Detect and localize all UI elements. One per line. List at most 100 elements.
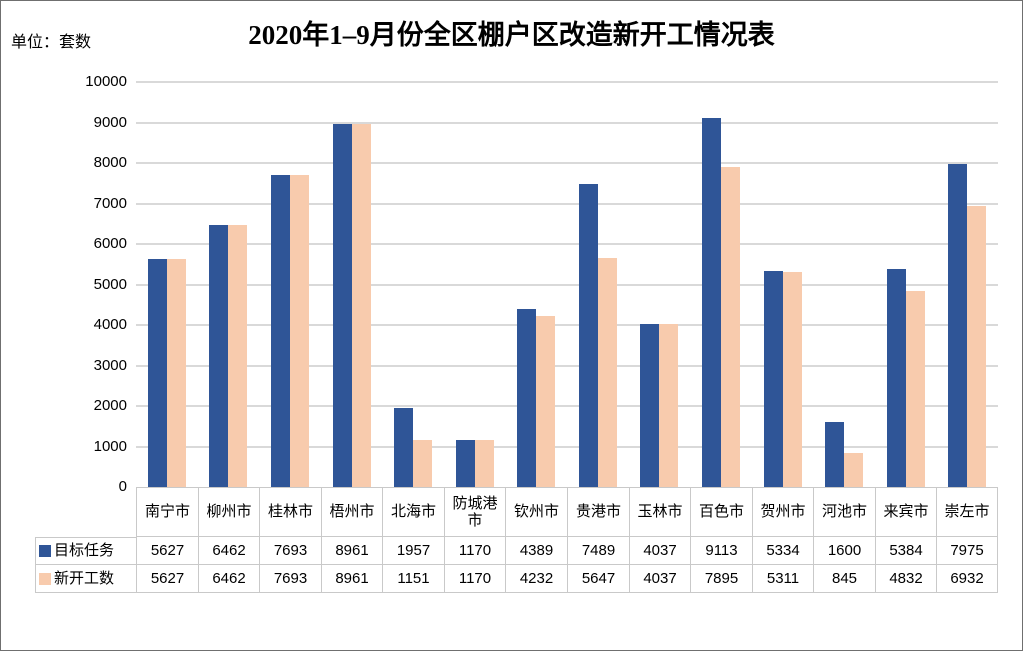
bar-新开工数-玉林市 [659, 324, 679, 487]
y-tick-label: 1000 [93, 437, 127, 455]
value-cell-目标任务-贺州市: 5334 [752, 537, 813, 565]
value-cell-目标任务-玉林市: 4037 [629, 537, 690, 565]
category-label: 桂林市 [259, 487, 321, 537]
value-cell-新开工数-北海市: 1151 [382, 565, 444, 593]
bar-目标任务-河池市 [825, 422, 845, 487]
value-cell-目标任务-桂林市: 7693 [259, 537, 321, 565]
bar-新开工数-百色市 [720, 167, 740, 487]
legend-label: 目标任务 [54, 542, 115, 560]
bar-新开工数-贺州市 [782, 272, 802, 487]
legend-item-新开工数: 新开工数 [35, 565, 136, 593]
category-label: 河池市 [813, 487, 875, 537]
gridline [136, 162, 998, 164]
bar-新开工数-北海市 [413, 440, 433, 487]
value-cell-新开工数-柳州市: 6462 [198, 565, 259, 593]
bar-目标任务-崇左市 [948, 164, 968, 487]
value-cell-新开工数-桂林市: 7693 [259, 565, 321, 593]
bar-目标任务-南宁市 [147, 259, 167, 487]
value-cell-目标任务-来宾市: 5384 [875, 537, 936, 565]
value-cell-新开工数-贺州市: 5311 [752, 565, 813, 593]
bar-新开工数-桂林市 [289, 175, 309, 487]
category-label: 钦州市 [505, 487, 567, 537]
bar-目标任务-梧州市 [332, 124, 352, 487]
value-cell-目标任务-崇左市: 7975 [936, 537, 998, 565]
value-cell-新开工数-百色市: 7895 [690, 565, 752, 593]
category-label: 玉林市 [629, 487, 690, 537]
bar-目标任务-百色市 [701, 118, 721, 487]
bar-新开工数-贵港市 [597, 258, 617, 487]
category-label: 来宾市 [875, 487, 936, 537]
bar-目标任务-贵港市 [578, 184, 598, 487]
value-cell-新开工数-钦州市: 4232 [505, 565, 567, 593]
value-cell-目标任务-百色市: 9113 [690, 537, 752, 565]
value-cell-目标任务-梧州市: 8961 [321, 537, 382, 565]
bar-新开工数-来宾市 [905, 291, 925, 487]
value-cell-新开工数-崇左市: 6932 [936, 565, 998, 593]
legend-swatch-icon [39, 572, 51, 585]
bar-目标任务-来宾市 [886, 269, 906, 487]
bar-目标任务-防城港市 [455, 440, 475, 487]
value-cell-新开工数-玉林市: 4037 [629, 565, 690, 593]
y-tick-label: 0 [118, 478, 127, 495]
y-tick-label: 7000 [93, 194, 127, 212]
bar-新开工数-河池市 [844, 453, 864, 487]
value-cell-目标任务-钦州市: 4389 [505, 537, 567, 565]
bar-目标任务-贺州市 [763, 271, 783, 487]
bar-目标任务-桂林市 [270, 175, 290, 487]
value-cell-新开工数-防城港市: 1170 [444, 565, 505, 593]
gridline [136, 445, 998, 448]
value-cell-新开工数-河池市: 845 [813, 565, 875, 593]
gridline [136, 283, 998, 286]
y-tick-label: 6000 [93, 235, 127, 252]
bar-目标任务-北海市 [394, 408, 414, 487]
y-tick-label: 4000 [93, 316, 127, 333]
bar-目标任务-钦州市 [517, 309, 537, 487]
category-label: 防城港市 [444, 487, 505, 537]
bar-目标任务-玉林市 [640, 324, 660, 487]
gridline [136, 202, 998, 205]
category-label: 百色市 [690, 487, 752, 537]
y-tick-label: 5000 [93, 275, 127, 293]
gridline [136, 81, 998, 83]
value-cell-目标任务-防城港市: 1170 [444, 537, 505, 565]
gridline [136, 243, 998, 245]
value-cell-目标任务-贵港市: 7489 [567, 537, 629, 565]
y-tick-label: 8000 [93, 154, 127, 171]
chart-title: 2020年1–9月份全区棚户区改造新开工情况表 [248, 20, 775, 50]
unit-label: 单位：套数 [11, 34, 92, 51]
bar-目标任务-柳州市 [209, 225, 229, 487]
value-cell-新开工数-梧州市: 8961 [321, 565, 382, 593]
y-tick-label: 2000 [93, 397, 127, 414]
gridline [136, 324, 998, 326]
legend-swatch-icon [39, 545, 51, 557]
value-cell-目标任务-北海市: 1957 [382, 537, 444, 565]
gridline [136, 364, 998, 367]
category-label: 贺州市 [752, 487, 813, 537]
bar-新开工数-崇左市 [967, 206, 987, 487]
gridline [136, 405, 998, 407]
y-tick-label: 3000 [93, 356, 127, 374]
legend-item-目标任务: 目标任务 [35, 537, 136, 565]
bar-新开工数-梧州市 [351, 124, 371, 487]
value-cell-新开工数-贵港市: 5647 [567, 565, 629, 593]
category-label: 北海市 [382, 487, 444, 537]
y-tick-label: 9000 [93, 113, 127, 131]
plot-area [136, 81, 998, 487]
legend-label: 新开工数 [54, 569, 115, 587]
value-cell-新开工数-来宾市: 4832 [875, 565, 936, 593]
category-label: 柳州市 [198, 487, 259, 537]
bar-新开工数-柳州市 [228, 225, 248, 487]
bar-新开工数-钦州市 [536, 316, 556, 487]
bar-新开工数-防城港市 [474, 440, 494, 487]
value-cell-目标任务-南宁市: 5627 [136, 537, 198, 565]
gridline [136, 121, 998, 124]
category-label: 崇左市 [936, 487, 998, 537]
y-tick-label: 10000 [85, 73, 127, 90]
category-label: 贵港市 [567, 487, 629, 537]
value-cell-目标任务-河池市: 1600 [813, 537, 875, 565]
category-label: 梧州市 [321, 487, 382, 537]
value-cell-新开工数-南宁市: 5627 [136, 565, 198, 593]
value-cell-目标任务-柳州市: 6462 [198, 537, 259, 565]
category-label: 南宁市 [136, 487, 198, 537]
